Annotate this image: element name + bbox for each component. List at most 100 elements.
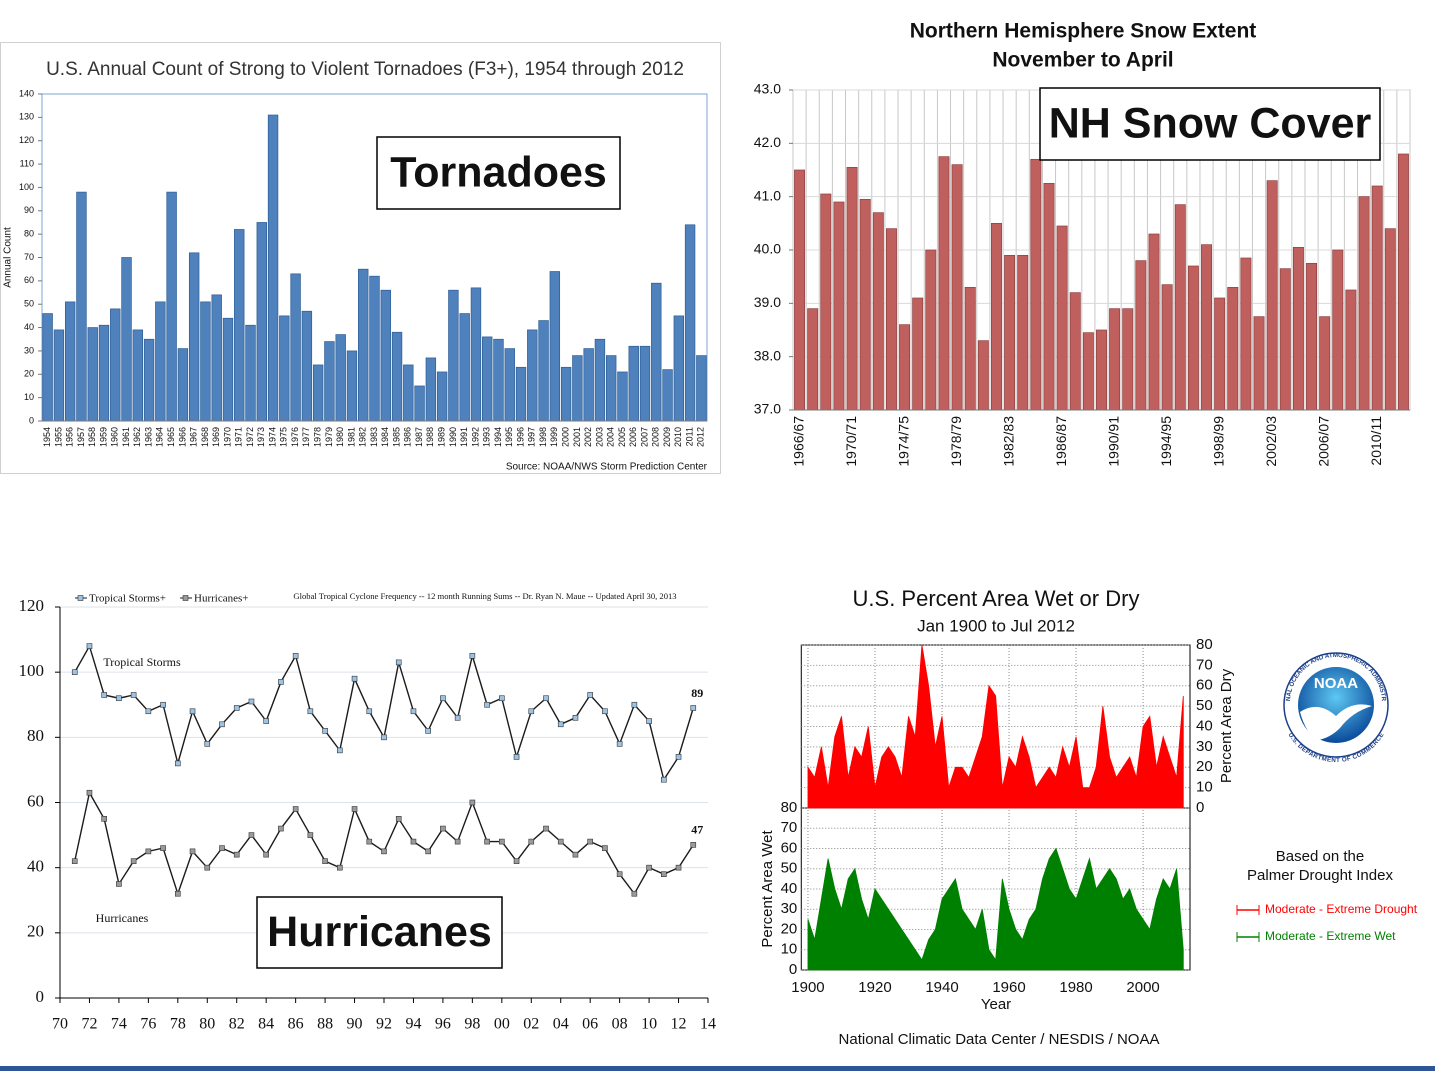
x-tick-label: 2004 <box>606 427 616 447</box>
y-tick-label: 40 <box>1196 717 1213 734</box>
series-marker <box>381 848 387 855</box>
x-tick-label: 1969 <box>211 427 221 447</box>
series-marker <box>366 838 373 845</box>
series-marker <box>661 871 667 877</box>
series-marker <box>454 838 461 845</box>
y-tick-label: 80 <box>1196 636 1213 653</box>
series-marker <box>616 741 623 747</box>
x-tick-label: 70 <box>52 1016 68 1033</box>
series-area <box>807 847 1184 971</box>
y-tick-label: 120 <box>19 135 34 145</box>
x-tick-label: 2012 <box>696 427 706 447</box>
y-tick-label: 70 <box>781 819 798 836</box>
series-marker <box>690 705 697 711</box>
x-tick-label: 1957 <box>76 427 86 447</box>
end-label: 89 <box>691 686 703 700</box>
x-tick-label: 2008 <box>651 427 661 447</box>
x-tick-label: 1973 <box>256 427 266 447</box>
bar <box>459 313 470 422</box>
bar <box>301 310 313 422</box>
series-marker <box>219 721 225 728</box>
bar <box>938 156 950 411</box>
x-tick-label: 1998 <box>538 427 548 447</box>
legend-marker <box>77 595 84 601</box>
bar <box>1187 265 1199 411</box>
bar <box>527 329 538 422</box>
series-marker <box>454 714 461 721</box>
x-tick-label: 08 <box>612 1016 628 1033</box>
x-tick-label: 1987 <box>414 427 424 447</box>
x-tick-label: 1980 <box>1059 979 1092 996</box>
overlay-box <box>376 136 621 210</box>
overlay-label: Tornadoes <box>390 148 607 196</box>
series-marker <box>410 838 417 845</box>
bar <box>346 350 358 422</box>
source-note: National Climatic Data Center / NESDIS /… <box>839 1031 1160 1048</box>
y-tick-label: 50 <box>1196 697 1213 714</box>
y-tick-label: 60 <box>24 275 34 285</box>
x-tick-label: 92 <box>376 1016 392 1033</box>
annotation: Hurricanes <box>96 911 149 925</box>
bar <box>639 345 651 422</box>
y-axis-label: Annual Count <box>3 227 14 288</box>
series-marker <box>204 741 211 747</box>
y-tick-label: 130 <box>19 112 34 122</box>
x-tick-label: 1994 <box>493 427 503 447</box>
y-tick-label: 10 <box>24 392 34 402</box>
bar <box>504 348 515 422</box>
x-tick-label: 98 <box>464 1016 480 1033</box>
y-tick-label: 90 <box>24 205 34 215</box>
x-tick-label: 1982/83 <box>1000 416 1016 467</box>
y-tick-label: 70 <box>1196 656 1213 673</box>
x-tick-label: 1997 <box>527 427 537 447</box>
bar <box>1043 182 1055 411</box>
series-marker <box>513 858 520 864</box>
x-tick-label: 1995 <box>504 427 514 447</box>
bar <box>324 341 335 422</box>
y-tick-label: 40 <box>27 857 44 876</box>
bar <box>1082 332 1094 411</box>
x-tick-label: 1970/71 <box>843 416 859 467</box>
y-tick-label: 42.0 <box>754 134 781 150</box>
series-marker <box>71 669 78 675</box>
bar <box>1017 254 1029 411</box>
y-tick-label: 20 <box>27 922 44 941</box>
bar <box>885 228 897 411</box>
legend-label: Moderate - Extreme Wet <box>1265 929 1396 943</box>
series-marker <box>366 708 373 715</box>
series-marker <box>675 754 682 760</box>
bar <box>538 320 549 422</box>
bar <box>1253 316 1265 411</box>
x-tick-label: 1977 <box>301 427 311 447</box>
bar <box>1201 244 1212 411</box>
bar <box>177 348 189 422</box>
logo-text: NOAA <box>1314 675 1358 692</box>
footer-band <box>0 1066 1435 1071</box>
x-tick-label: 1982 <box>358 427 368 447</box>
overlay-label: Hurricanes <box>267 908 492 956</box>
x-tick-label: 1988 <box>425 427 435 447</box>
y-tick-label: 20 <box>24 369 34 379</box>
bar <box>211 294 222 422</box>
series-marker <box>233 851 240 858</box>
chart-title: Northern Hemisphere Snow Extent <box>910 20 1257 43</box>
bar <box>833 201 845 411</box>
y-tick-label: 20 <box>1196 758 1213 775</box>
series-marker <box>292 653 299 659</box>
y-tick-label: 43.0 <box>754 81 781 97</box>
bar <box>1096 329 1107 411</box>
bar <box>403 364 414 422</box>
bar <box>605 355 617 422</box>
series-marker <box>292 806 299 812</box>
x-axis-label: Year <box>981 996 1011 1013</box>
bar <box>425 357 437 422</box>
series-marker <box>602 845 608 851</box>
overlay-box <box>1039 87 1381 161</box>
x-tick-label: 1972 <box>245 427 255 447</box>
bar <box>1227 286 1239 411</box>
series-marker <box>675 864 682 871</box>
x-tick-label: 2001 <box>572 427 582 447</box>
bar <box>1109 308 1121 411</box>
x-tick-label: 06 <box>582 1016 598 1033</box>
